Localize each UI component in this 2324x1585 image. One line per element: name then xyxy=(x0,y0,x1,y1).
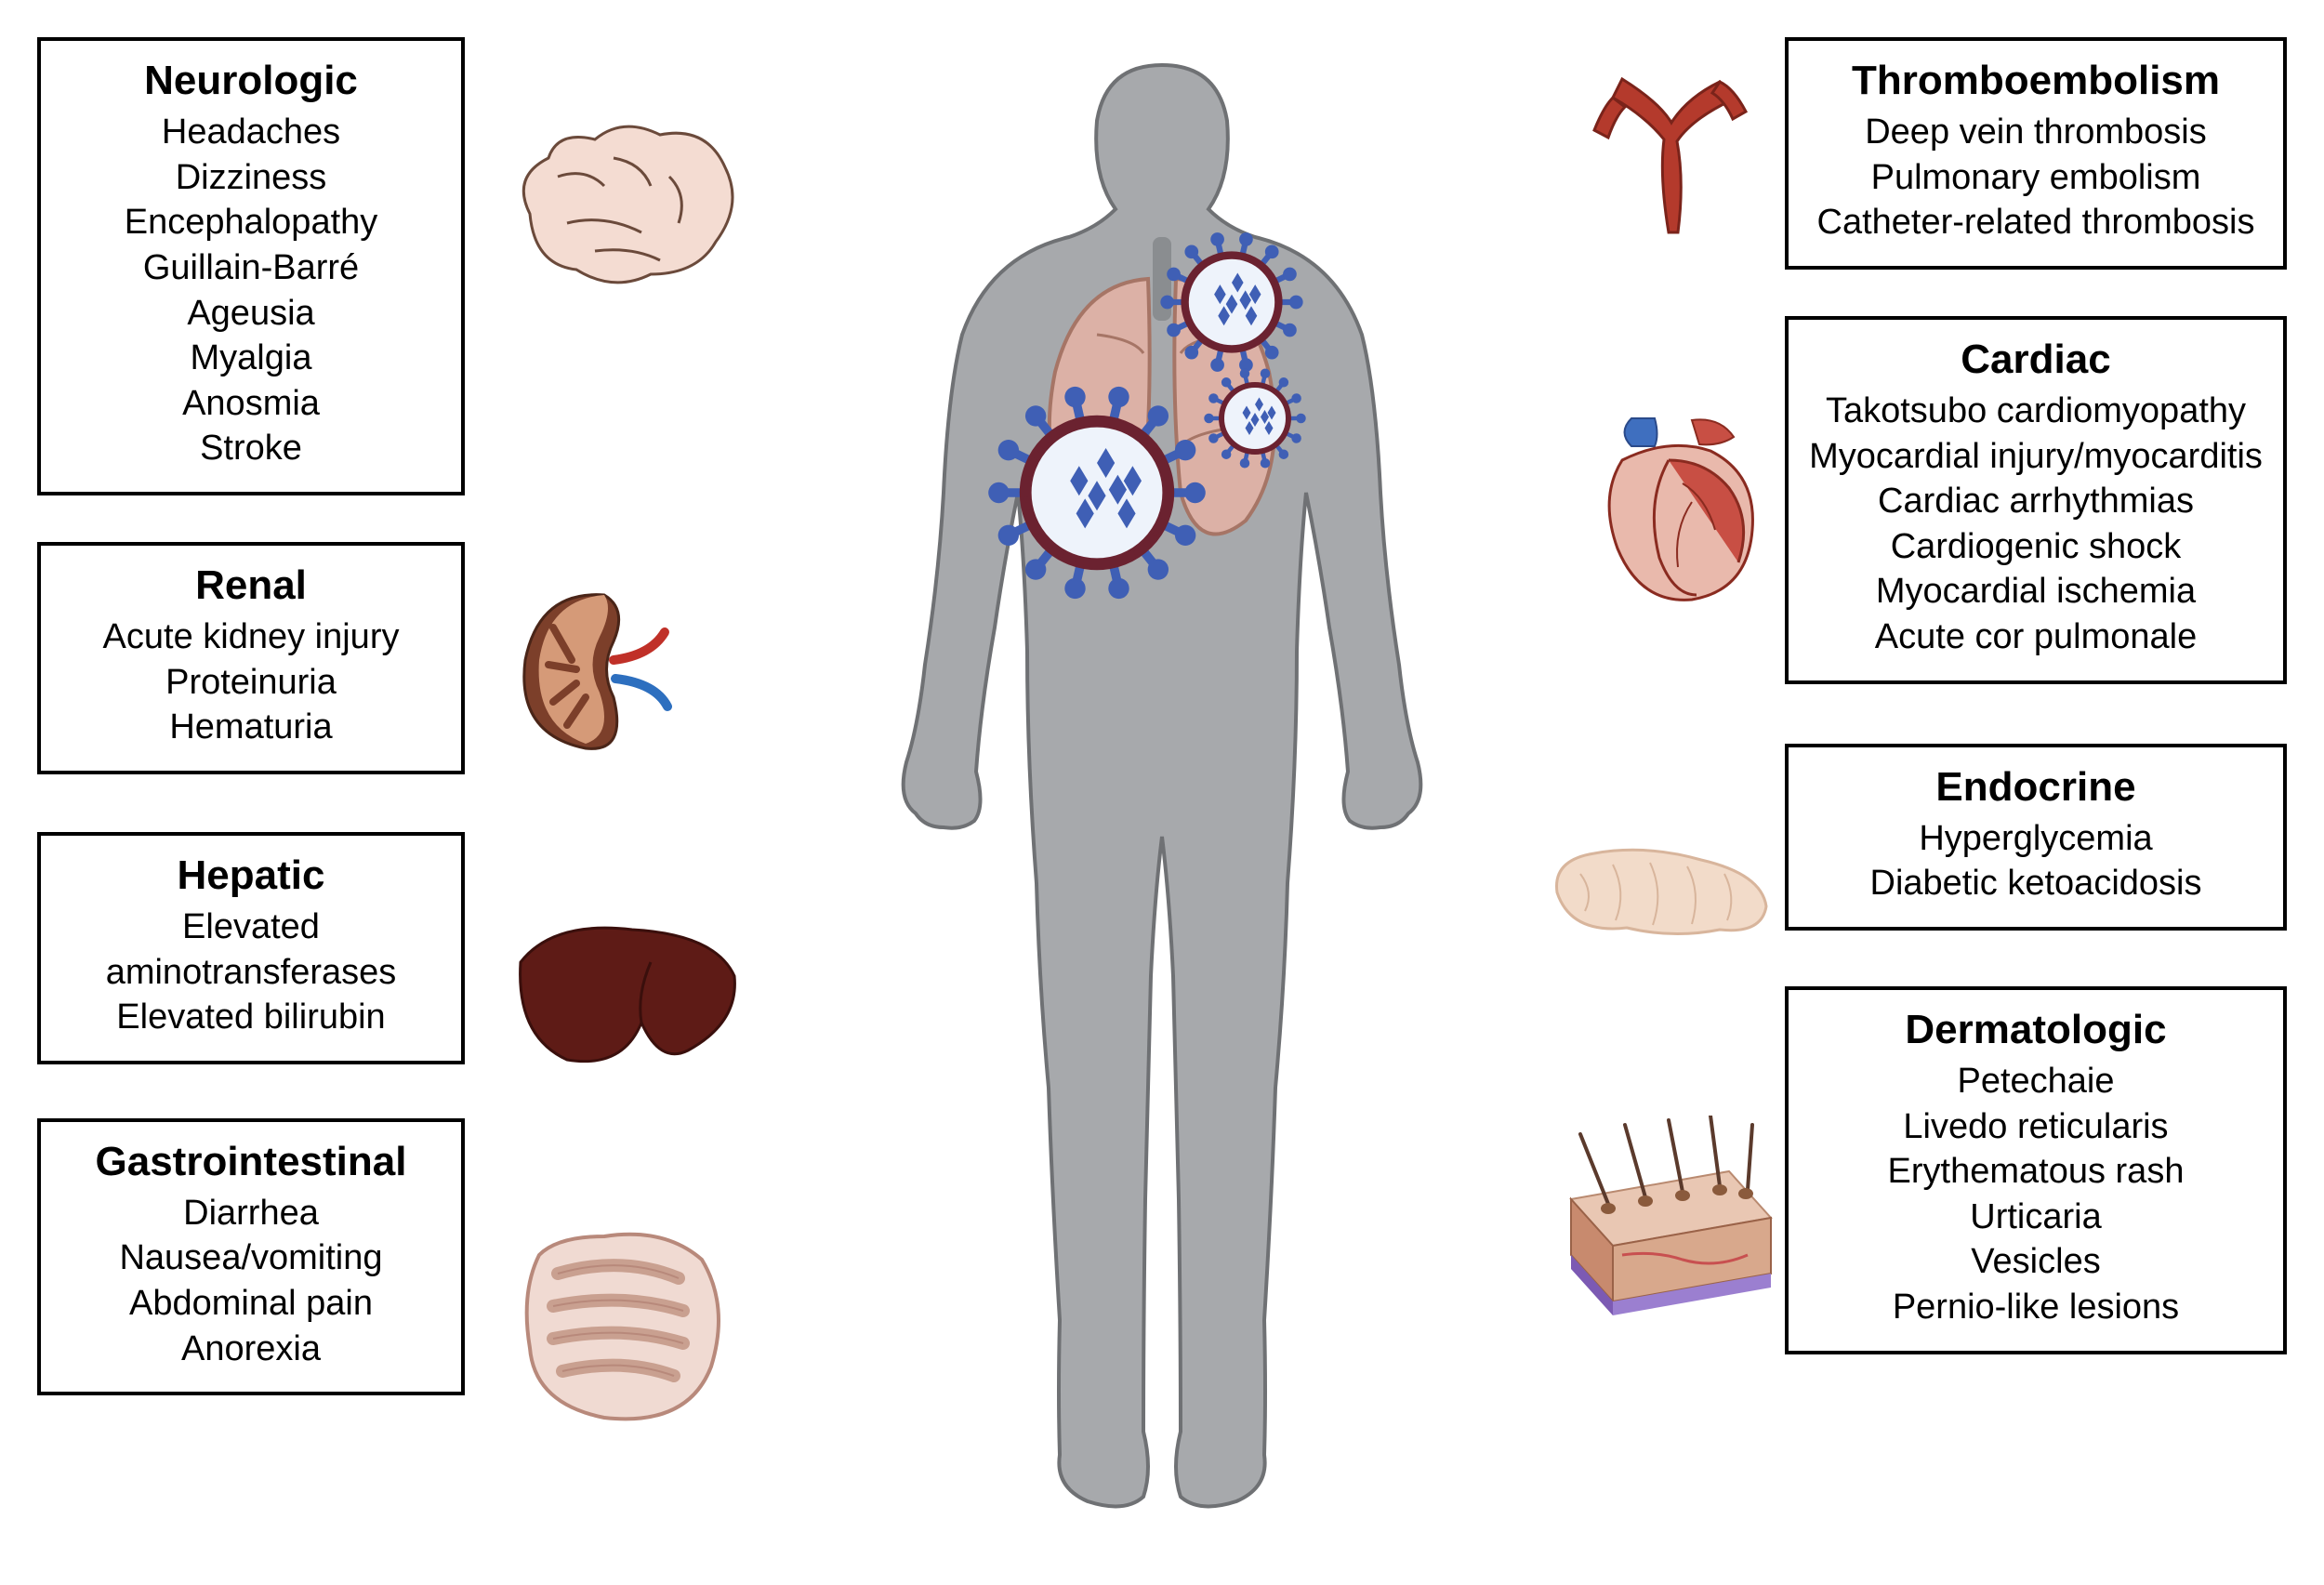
intestines-icon xyxy=(502,1218,734,1432)
box-dermatologic: Dermatologic PetechaieLivedo reticularis… xyxy=(1785,986,2287,1354)
list-item: Elevated aminotransferases xyxy=(54,905,448,995)
box-endocrine: Endocrine HyperglycemiaDiabetic ketoacid… xyxy=(1785,744,2287,931)
list-item: Stroke xyxy=(54,426,448,471)
list-item: Abdominal pain xyxy=(54,1281,448,1327)
list-item: Vesicles xyxy=(1802,1239,2270,1285)
box-items: Elevated aminotransferasesElevated bilir… xyxy=(54,905,448,1040)
box-title: Dermatologic xyxy=(1802,1007,2270,1053)
list-item: Cardiac arrhythmias xyxy=(1802,479,2270,524)
box-title: Neurologic xyxy=(54,58,448,104)
box-cardiac: Cardiac Takotsubo cardiomyopathyMyocardi… xyxy=(1785,316,2287,684)
box-gastrointestinal: Gastrointestinal DiarrheaNausea/vomiting… xyxy=(37,1118,465,1396)
box-title: Hepatic xyxy=(54,852,448,899)
box-items: Acute kidney injuryProteinuriaHematuria xyxy=(54,614,448,750)
list-item: Elevated bilirubin xyxy=(54,995,448,1040)
list-item: Guillain-Barré xyxy=(54,245,448,291)
box-items: Deep vein thrombosisPulmonary embolismCa… xyxy=(1802,110,2270,245)
list-item: Headaches xyxy=(54,110,448,155)
list-item: Takotsubo cardiomyopathy xyxy=(1802,389,2270,434)
list-item: Pernio-like lesions xyxy=(1802,1285,2270,1330)
list-item: Catheter-related thrombosis xyxy=(1802,200,2270,245)
box-items: PetechaieLivedo reticularisErythematous … xyxy=(1802,1059,2270,1330)
liver-icon xyxy=(502,911,744,1078)
right-column: Thromboembolism Deep vein thrombosisPulm… xyxy=(1785,37,2287,1354)
list-item: Hyperglycemia xyxy=(1802,816,2270,862)
list-item: Anosmia xyxy=(54,381,448,427)
box-hepatic: Hepatic Elevated aminotransferasesElevat… xyxy=(37,832,465,1064)
pancreas-icon xyxy=(1543,827,1776,958)
box-items: Takotsubo cardiomyopathyMyocardial injur… xyxy=(1802,389,2270,660)
box-title: Gastrointestinal xyxy=(54,1139,448,1185)
list-item: Erythematous rash xyxy=(1802,1149,2270,1195)
skin-block-icon xyxy=(1543,1116,1776,1329)
kidney-icon xyxy=(502,576,679,762)
list-item: Anorexia xyxy=(54,1327,448,1372)
heart-organ-icon xyxy=(1580,409,1766,614)
list-item: Nausea/vomiting xyxy=(54,1235,448,1281)
list-item: Acute cor pulmonale xyxy=(1802,614,2270,660)
list-item: Myocardial injury/myocarditis xyxy=(1802,434,2270,480)
list-item: Urticaria xyxy=(1802,1195,2270,1240)
box-neurologic: Neurologic HeadachesDizzinessEncephalopa… xyxy=(37,37,465,495)
list-item: Hematuria xyxy=(54,705,448,750)
box-items: DiarrheaNausea/vomitingAbdominal painAno… xyxy=(54,1191,448,1372)
list-item: Acute kidney injury xyxy=(54,614,448,660)
list-item: Diabetic ketoacidosis xyxy=(1802,861,2270,906)
list-item: Myalgia xyxy=(54,336,448,381)
box-renal: Renal Acute kidney injuryProteinuriaHema… xyxy=(37,542,465,774)
list-item: Deep vein thrombosis xyxy=(1802,110,2270,155)
box-title: Thromboembolism xyxy=(1802,58,2270,104)
list-item: Diarrhea xyxy=(54,1191,448,1236)
box-items: HyperglycemiaDiabetic ketoacidosis xyxy=(1802,816,2270,906)
list-item: Proteinuria xyxy=(54,660,448,706)
list-item: Encephalopathy xyxy=(54,200,448,245)
list-item: Myocardial ischemia xyxy=(1802,569,2270,614)
list-item: Dizziness xyxy=(54,155,448,201)
box-title: Endocrine xyxy=(1802,764,2270,811)
list-item: Petechaie xyxy=(1802,1059,2270,1104)
human-silhouette-icon xyxy=(818,56,1506,1525)
box-title: Cardiac xyxy=(1802,337,2270,383)
brain-icon xyxy=(502,112,744,297)
list-item: Pulmonary embolism xyxy=(1802,155,2270,201)
list-item: Cardiogenic shock xyxy=(1802,524,2270,570)
list-item: Ageusia xyxy=(54,291,448,337)
list-item: Livedo reticularis xyxy=(1802,1104,2270,1150)
box-title: Renal xyxy=(54,562,448,609)
vessel-icon xyxy=(1580,65,1757,242)
left-column: Neurologic HeadachesDizzinessEncephalopa… xyxy=(37,37,465,1395)
box-items: HeadachesDizzinessEncephalopathyGuillain… xyxy=(54,110,448,471)
box-thromboembolism: Thromboembolism Deep vein thrombosisPulm… xyxy=(1785,37,2287,270)
